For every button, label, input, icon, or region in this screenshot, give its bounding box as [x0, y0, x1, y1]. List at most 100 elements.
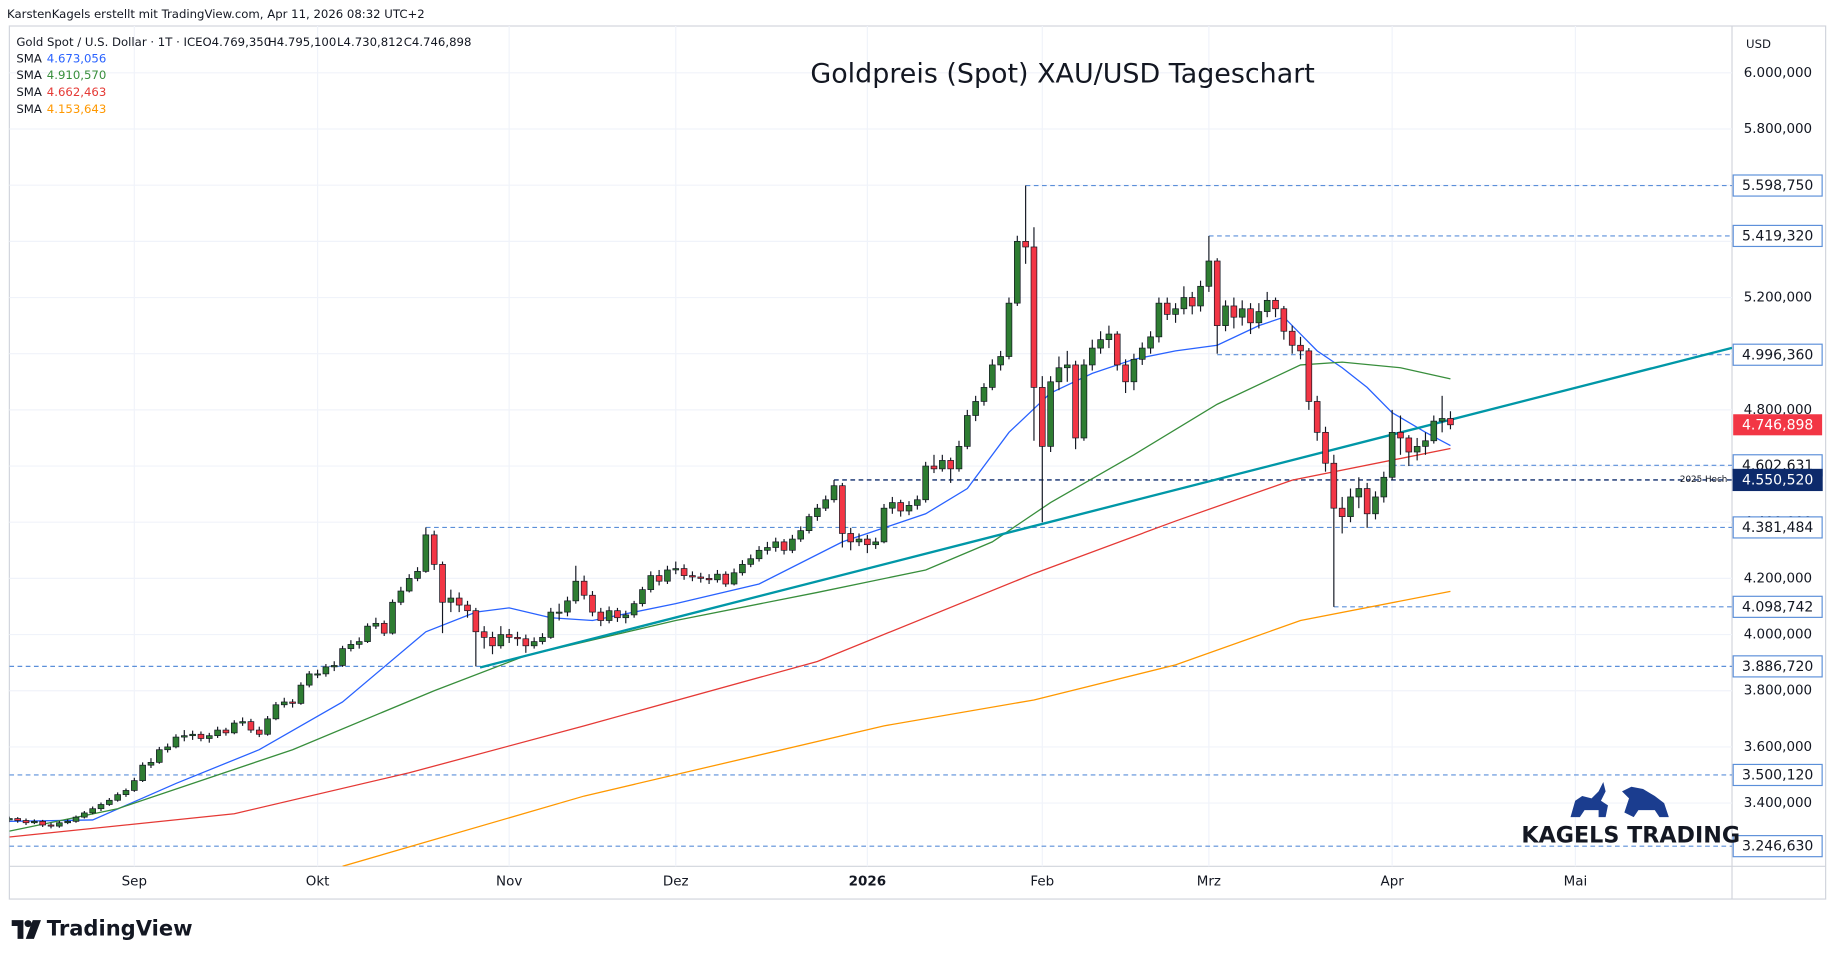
candle-body [814, 507, 821, 517]
candle-body [1380, 476, 1388, 498]
x-tick-label: Mai [1564, 874, 1588, 889]
candle-body [1222, 305, 1229, 326]
tv-icon-dot [24, 920, 32, 928]
legend-value: 4.662,463 [47, 85, 106, 99]
watermark: KarstenKagels erstellt mit TradingView.c… [7, 7, 425, 21]
x-tick-label: Dez [663, 874, 689, 889]
candle-body [880, 507, 888, 543]
y-tick-label: 4.000,000 [1744, 628, 1812, 643]
candle-body [1163, 302, 1171, 315]
candle-body [689, 575, 696, 578]
candle-body [322, 666, 330, 675]
candle-body [489, 637, 496, 647]
candle-body [255, 729, 263, 735]
y-tick-label: 4.200,000 [1744, 571, 1812, 586]
level-price-label: 4.996,360 [1742, 347, 1813, 363]
candle-body [9, 818, 13, 821]
chart-title: Goldpreis (Spot) XAU/USD Tageschart [810, 59, 1314, 90]
candle-body [1313, 401, 1321, 433]
tv-icon-slash [25, 920, 41, 939]
candle-body [1330, 462, 1338, 509]
candle-body [97, 804, 105, 810]
legend-value: 4.153,643 [47, 102, 106, 116]
candle-body [1180, 297, 1188, 310]
candle-body [647, 575, 655, 590]
candle-body [347, 644, 355, 649]
candle-body [497, 634, 505, 647]
candle-body [247, 721, 255, 731]
candle-body [639, 589, 646, 605]
x-tick-label: 2026 [849, 874, 886, 889]
ohlc-high: H4.795,100 [268, 35, 336, 49]
level-price-box [1732, 343, 1823, 366]
candle-body [614, 610, 621, 619]
candle-body [1305, 350, 1313, 402]
candle-body [89, 808, 96, 814]
candle-body [1105, 333, 1113, 341]
candle-body [222, 729, 230, 734]
candle-body [372, 622, 380, 627]
candle-body [1205, 260, 1213, 287]
candle-body [914, 499, 921, 506]
candle-body [364, 625, 371, 642]
trendline [479, 346, 1733, 669]
candle-body [397, 590, 405, 603]
level-price-box [1732, 224, 1823, 248]
level-price-box [1732, 655, 1823, 678]
candle-body [572, 580, 580, 602]
level-price-box [1732, 763, 1823, 787]
candle-body [189, 733, 196, 737]
candle-body [289, 701, 296, 704]
x-tick-label: Apr [1381, 874, 1405, 889]
candle-body [1355, 488, 1363, 498]
candle-body [980, 387, 988, 402]
candle-body [106, 799, 113, 805]
y-tick-label: 5.800,000 [1744, 122, 1812, 137]
candle-body [722, 573, 730, 585]
candle-body [56, 822, 63, 827]
tv-icon-bar [11, 920, 24, 939]
candle-body [1430, 420, 1438, 442]
candle-body [439, 563, 446, 603]
candle-body [1213, 260, 1221, 326]
level-price-box [1732, 516, 1823, 539]
candle-body [705, 578, 713, 581]
candle-body [1039, 387, 1046, 447]
candle-body [1413, 446, 1421, 453]
candle-body [1030, 246, 1038, 388]
candle-body [664, 569, 671, 582]
candle-body [131, 780, 138, 791]
ohlc-open: O4.769,350 [202, 35, 271, 49]
candle-body [264, 718, 271, 735]
candle-body [139, 764, 146, 781]
candle-body [839, 485, 846, 534]
candle-body [355, 641, 363, 645]
candle-body [822, 499, 829, 509]
legend-name: SMA [16, 85, 42, 99]
candle-body [1088, 347, 1096, 366]
level-price-label: 4.550,520 [1742, 473, 1813, 489]
candle-body [280, 701, 288, 706]
candle-body [422, 534, 430, 572]
y-tick-label: 3.600,000 [1744, 740, 1812, 755]
symbol: Gold Spot / U.S. Dollar · 1T · ICE [16, 35, 202, 49]
candle-body [1147, 336, 1154, 349]
candle-body [455, 597, 463, 606]
candle-body [1172, 308, 1179, 315]
candle-body [1397, 431, 1404, 439]
legend-value: 4.910,570 [47, 68, 106, 82]
candle-body [380, 622, 388, 634]
candle-body [522, 638, 530, 647]
candle-body [1297, 344, 1304, 352]
candle-body [972, 401, 979, 416]
candle-body [81, 812, 88, 818]
candle-body [997, 356, 1004, 366]
branding: TradingView [47, 915, 193, 940]
x-tick-label: Sep [122, 874, 147, 889]
candle-body [272, 704, 280, 720]
candle-body [1197, 285, 1204, 307]
logo-icons [1570, 782, 1669, 818]
candle-body [1188, 297, 1196, 307]
candle-body [939, 460, 946, 470]
